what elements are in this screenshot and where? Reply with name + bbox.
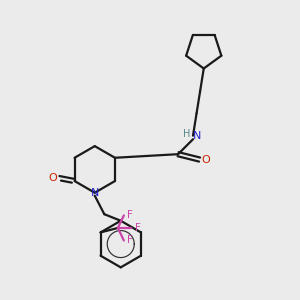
Text: O: O [202,154,211,165]
Text: N: N [192,131,201,141]
Text: N: N [91,188,99,198]
Text: F: F [127,236,133,245]
Text: F: F [127,210,133,220]
Text: F: F [135,223,141,233]
Text: O: O [48,173,57,183]
Text: H: H [183,129,190,139]
